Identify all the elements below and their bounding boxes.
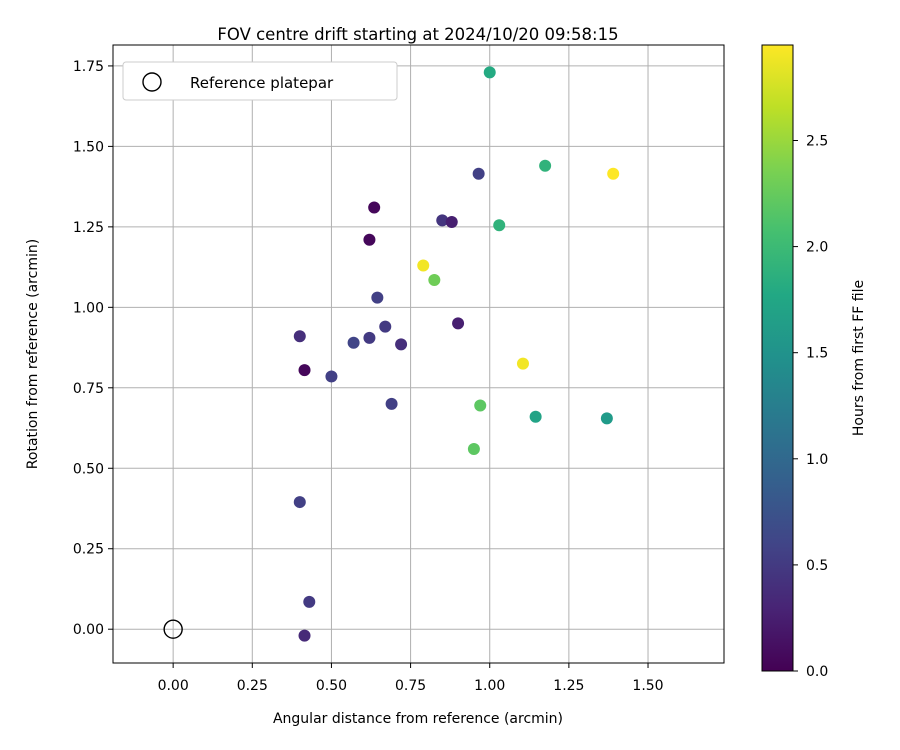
data-point bbox=[293, 330, 306, 343]
colorbar-ticks: 0.0 0.5 1.0 1.5 2.0 2.5 bbox=[793, 133, 828, 680]
x-tick-label: 1.25 bbox=[553, 678, 584, 694]
y-tick-label: 0.25 bbox=[73, 542, 104, 558]
colorbar-tick-label: 2.5 bbox=[806, 133, 828, 149]
y-tick-label: 1.25 bbox=[73, 220, 104, 236]
data-point bbox=[529, 410, 542, 423]
colorbar-gradient bbox=[761, 44, 794, 672]
colorbar-tick-label: 2.0 bbox=[806, 240, 828, 256]
data-point bbox=[298, 364, 311, 377]
colorbar-label: Hours from first FF file bbox=[851, 280, 867, 436]
y-tick-label: 1.50 bbox=[73, 139, 104, 155]
data-point bbox=[395, 338, 408, 351]
data-point bbox=[417, 259, 430, 272]
colorbar: 0.0 0.5 1.0 1.5 2.0 2.5 Hours from first FF f… bbox=[761, 44, 867, 680]
x-axis-ticks: 0.00 0.25 0.50 0.75 1.00 1.25 1.50 bbox=[158, 663, 664, 694]
reference-marker bbox=[163, 619, 183, 639]
colorbar-tick-label: 1.5 bbox=[806, 346, 828, 362]
data-point bbox=[600, 412, 613, 425]
data-points bbox=[293, 66, 620, 642]
colorbar-tick-label: 0.5 bbox=[806, 558, 828, 574]
plot-frame bbox=[112, 44, 725, 664]
x-tick-label: 0.50 bbox=[316, 678, 347, 694]
legend: Reference platepar bbox=[122, 61, 398, 101]
x-axis-label: Angular distance from reference (arcmin) bbox=[273, 711, 563, 727]
x-tick-label: 0.00 bbox=[158, 678, 189, 694]
data-point bbox=[298, 629, 311, 642]
x-tick-label: 1.50 bbox=[632, 678, 663, 694]
data-point bbox=[467, 442, 480, 455]
colorbar-tick-label: 0.0 bbox=[806, 664, 828, 680]
data-point bbox=[385, 397, 398, 410]
y-axis-label: Rotation from reference (arcmin) bbox=[25, 239, 41, 469]
y-tick-label: 1.00 bbox=[73, 300, 104, 316]
data-point bbox=[363, 331, 376, 344]
data-point bbox=[379, 320, 392, 333]
data-point bbox=[293, 496, 306, 509]
data-point bbox=[303, 595, 316, 608]
data-point bbox=[472, 167, 485, 180]
data-point bbox=[363, 233, 376, 246]
legend-label: Reference platepar bbox=[190, 74, 334, 92]
data-point bbox=[368, 201, 381, 214]
data-point bbox=[371, 291, 384, 304]
data-point bbox=[428, 273, 441, 286]
grid-lines bbox=[113, 45, 724, 663]
data-point bbox=[516, 357, 529, 370]
chart-title: FOV centre drift starting at 2024/10/20 … bbox=[217, 25, 618, 44]
y-tick-label: 0.00 bbox=[73, 622, 104, 638]
colorbar-tick-label: 1.0 bbox=[806, 452, 828, 468]
data-point bbox=[483, 66, 496, 79]
legend-box bbox=[122, 61, 398, 101]
data-point bbox=[347, 336, 360, 349]
y-tick-label: 1.75 bbox=[73, 59, 104, 75]
data-point bbox=[539, 159, 552, 172]
legend-reference-marker bbox=[142, 72, 162, 92]
data-point bbox=[607, 167, 620, 180]
x-tick-label: 0.75 bbox=[395, 678, 426, 694]
data-point bbox=[452, 317, 465, 330]
data-point bbox=[493, 219, 506, 232]
data-point bbox=[474, 399, 487, 412]
x-tick-label: 1.00 bbox=[474, 678, 505, 694]
data-point bbox=[325, 370, 338, 383]
x-tick-label: 0.25 bbox=[237, 678, 268, 694]
data-point bbox=[445, 216, 458, 229]
y-tick-label: 0.50 bbox=[73, 461, 104, 477]
y-tick-label: 0.75 bbox=[73, 381, 104, 397]
y-axis-ticks: 0.00 0.25 0.50 0.75 1.00 1.25 1.50 1.75 bbox=[73, 59, 113, 638]
data-point bbox=[436, 214, 449, 227]
